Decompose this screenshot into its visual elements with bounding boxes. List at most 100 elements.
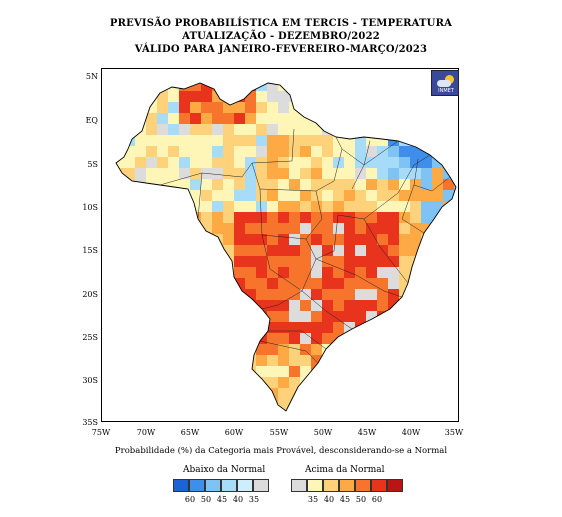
probability-cell: [432, 289, 443, 300]
probability-cell: [289, 124, 300, 135]
probability-cell: [190, 135, 201, 146]
probability-cell: [124, 234, 135, 245]
sun-icon: [445, 75, 454, 84]
probability-cell: [135, 179, 146, 190]
probability-cell: [311, 344, 322, 355]
probability-cell: [388, 355, 399, 366]
probability-cell: [102, 278, 113, 289]
probability-cell: [201, 333, 212, 344]
probability-cell: [102, 157, 113, 168]
probability-cell: [344, 333, 355, 344]
probability-cell: [116, 289, 124, 300]
probability-cell: [410, 223, 421, 234]
probability-cell: [135, 223, 146, 234]
probability-cell: [223, 212, 234, 223]
probability-cell: [432, 245, 443, 256]
probability-cell: [399, 355, 410, 366]
probability-cell: [454, 333, 456, 344]
probability-cell: [322, 322, 333, 333]
probability-cell: [388, 421, 399, 422]
probability-cell: [212, 377, 223, 388]
probability-cell: [421, 355, 432, 366]
probability-cell: [256, 234, 267, 245]
probability-cell: [190, 421, 201, 422]
probability-cell: [135, 135, 146, 146]
probability-cell: [201, 278, 212, 289]
probability-cell: [179, 311, 190, 322]
probability-cell: [146, 322, 157, 333]
lat-label: 5S: [87, 160, 98, 169]
probability-cell: [124, 300, 135, 311]
probability-cell: [454, 399, 456, 410]
probability-cell: [179, 146, 190, 157]
probability-cell: [366, 355, 377, 366]
probability-cell: [102, 135, 113, 146]
probability-cell: [333, 212, 344, 223]
probability-cell: [267, 69, 278, 80]
probability-cell: [399, 344, 410, 355]
probability-cell: [179, 322, 190, 333]
probability-cell: [190, 399, 201, 410]
probability-cell: [388, 289, 399, 300]
legend-swatch: [189, 479, 205, 492]
probability-cell: [300, 300, 311, 311]
legend-swatch: [253, 479, 269, 492]
probability-cell: [300, 234, 311, 245]
probability-cell: [113, 421, 124, 422]
probability-cell: [234, 300, 245, 311]
probability-cell: [223, 344, 234, 355]
probability-cell: [289, 410, 300, 411]
probability-cell: [124, 267, 135, 278]
probability-cell: [344, 212, 355, 223]
probability-cell: [190, 355, 201, 366]
probability-cell: [399, 278, 410, 289]
probability-cell: [245, 190, 256, 201]
probability-cell: [223, 223, 234, 234]
probability-cell: [399, 124, 410, 135]
probability-cell: [333, 223, 344, 234]
probability-cell: [410, 289, 421, 300]
probability-cell: [102, 399, 113, 410]
probability-cell: [333, 377, 344, 388]
probability-cell: [168, 234, 179, 245]
probability-cell: [267, 278, 278, 289]
probability-cell: [256, 190, 267, 201]
probability-cell: [355, 410, 366, 411]
probability-cell: [355, 311, 366, 322]
probability-cell: [377, 289, 388, 300]
probability-cell: [234, 377, 245, 388]
probability-cell: [168, 278, 179, 289]
probability-cell: [168, 179, 179, 190]
probability-cell: [157, 267, 168, 278]
probability-cell: [333, 311, 344, 322]
probability-cell: [311, 124, 322, 135]
probability-cell: [300, 146, 311, 157]
probability-cell: [212, 399, 223, 410]
probability-cell: [377, 179, 388, 190]
probability-cell: [333, 69, 344, 80]
probability-cell: [355, 256, 366, 267]
probability-cell: [344, 311, 355, 322]
probability-cell: [116, 267, 124, 278]
probability-cell: [289, 157, 300, 168]
probability-cell: [146, 168, 157, 179]
probability-cell: [146, 256, 157, 267]
probability-cell: [289, 102, 300, 113]
probability-cell: [300, 333, 311, 344]
legend-below-value: 35: [248, 495, 260, 504]
probability-cell: [289, 300, 300, 311]
probability-cell: [443, 157, 454, 168]
probability-cell: [388, 278, 399, 289]
probability-cell: [124, 201, 135, 212]
probability-cell: [311, 377, 322, 388]
probability-cell: [102, 234, 113, 245]
probability-cell: [333, 289, 344, 300]
probability-cell: [399, 223, 410, 234]
probability-cell: [223, 322, 234, 333]
probability-cell: [454, 344, 456, 355]
probability-cell: [443, 146, 454, 157]
probability-cell: [157, 333, 168, 344]
probability-cell: [432, 366, 443, 377]
legend-above-value: 40: [323, 495, 335, 504]
probability-cell: [344, 190, 355, 201]
